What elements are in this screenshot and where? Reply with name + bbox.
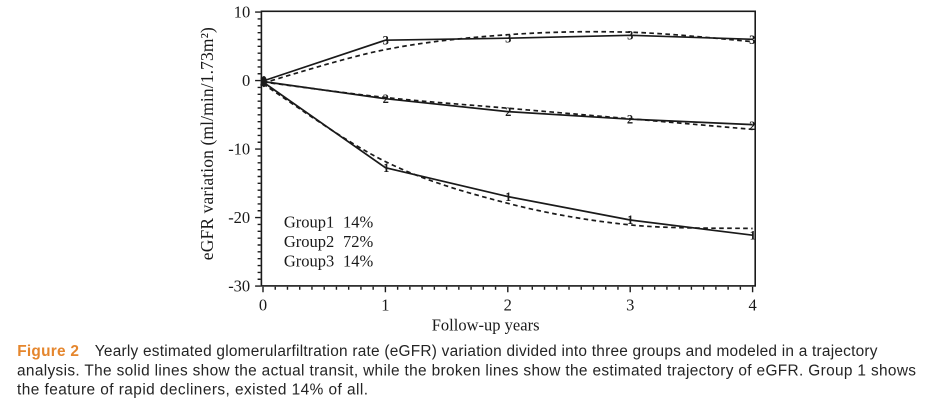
svg-text:1: 1 [381, 296, 389, 315]
svg-text:2: 2 [504, 296, 512, 315]
svg-text:4: 4 [748, 296, 756, 315]
svg-text:the feature of rapid decliners: the feature of rapid decliners, existed … [17, 382, 368, 399]
svg-text:2: 2 [627, 112, 633, 126]
svg-text:1: 1 [260, 75, 266, 89]
svg-text:3: 3 [383, 33, 389, 47]
svg-text:2: 2 [383, 92, 389, 106]
svg-text:Figure 2: Figure 2 [17, 343, 79, 360]
svg-text:3: 3 [627, 29, 633, 43]
svg-text:2: 2 [505, 105, 511, 119]
svg-text:1: 1 [505, 190, 511, 204]
svg-text:1: 1 [627, 213, 633, 227]
svg-text:2: 2 [261, 75, 267, 89]
svg-text:2: 2 [749, 119, 755, 133]
svg-text:10: 10 [234, 3, 251, 22]
svg-text:Yearly estimated glomerularfil: Yearly estimated glomerularfiltration ra… [95, 343, 878, 360]
svg-text:3: 3 [505, 32, 511, 46]
svg-text:eGFR variation (ml/min/1.73m²): eGFR variation (ml/min/1.73m²) [197, 27, 217, 260]
svg-text:3: 3 [260, 75, 266, 89]
svg-text:0: 0 [259, 296, 267, 315]
svg-text:3: 3 [749, 33, 755, 47]
svg-text:1: 1 [750, 228, 756, 242]
svg-text:analysis. The solid lines show: analysis. The solid lines show the actua… [17, 362, 916, 379]
svg-text:0: 0 [242, 71, 250, 90]
svg-text:-30: -30 [228, 277, 250, 296]
svg-text:Follow-up years: Follow-up years [432, 316, 540, 335]
svg-text:Group3: Group3 [284, 251, 334, 270]
svg-text:1: 1 [383, 161, 389, 175]
svg-text:14%: 14% [343, 251, 374, 270]
svg-text:Group2: Group2 [284, 232, 334, 251]
svg-text:-20: -20 [228, 208, 250, 227]
svg-text:72%: 72% [343, 232, 374, 251]
svg-text:14%: 14% [343, 212, 374, 231]
svg-text:Group1: Group1 [284, 212, 334, 231]
svg-text:3: 3 [626, 296, 634, 315]
svg-text:-10: -10 [228, 140, 250, 159]
